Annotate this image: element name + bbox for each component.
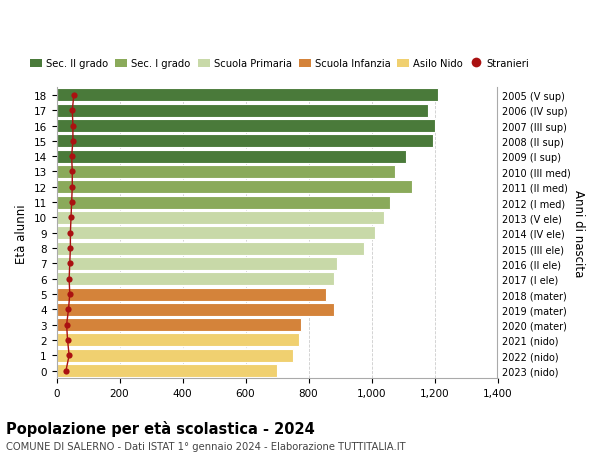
Bar [56,288,326,301]
Bar [56,181,412,194]
Point [67,153,76,161]
Legend: Sec. II grado, Sec. I grado, Scuola Primaria, Scuola Infanzia, Asilo Nido, Stran: Sec. II grado, Sec. I grado, Scuola Prim… [26,55,533,73]
Bar [56,135,433,148]
Bar [56,166,395,179]
Bar [56,257,337,270]
Bar [56,151,406,163]
Bar [56,319,301,331]
Point [62,321,71,329]
Text: Popolazione per età scolastica - 2024: Popolazione per età scolastica - 2024 [6,420,315,436]
Point [64,306,73,313]
Bar [56,212,384,224]
Point [67,199,76,207]
Point [66,214,76,222]
Point [65,291,74,298]
Y-axis label: Età alunni: Età alunni [15,203,28,263]
Bar [56,227,374,240]
Point [65,230,75,237]
Point [67,107,77,115]
Point [64,275,74,283]
Bar [56,303,334,316]
Bar [56,334,299,347]
Point [64,352,74,359]
Point [65,245,75,252]
Point [68,123,78,130]
Text: COMUNE DI SALERNO - Dati ISTAT 1° gennaio 2024 - Elaborazione TUTTITALIA.IT: COMUNE DI SALERNO - Dati ISTAT 1° gennai… [6,441,406,451]
Point [63,336,73,344]
Point [67,168,77,176]
Point [61,367,71,375]
Point [65,260,74,268]
Y-axis label: Anni di nascita: Anni di nascita [572,190,585,277]
Point [68,138,78,145]
Point [67,184,77,191]
Bar [56,349,293,362]
Bar [56,120,434,133]
Bar [56,364,277,377]
Bar [56,242,364,255]
Bar [56,105,428,118]
Bar [56,89,437,102]
Point [69,92,79,99]
Bar [56,273,334,285]
Bar [56,196,391,209]
